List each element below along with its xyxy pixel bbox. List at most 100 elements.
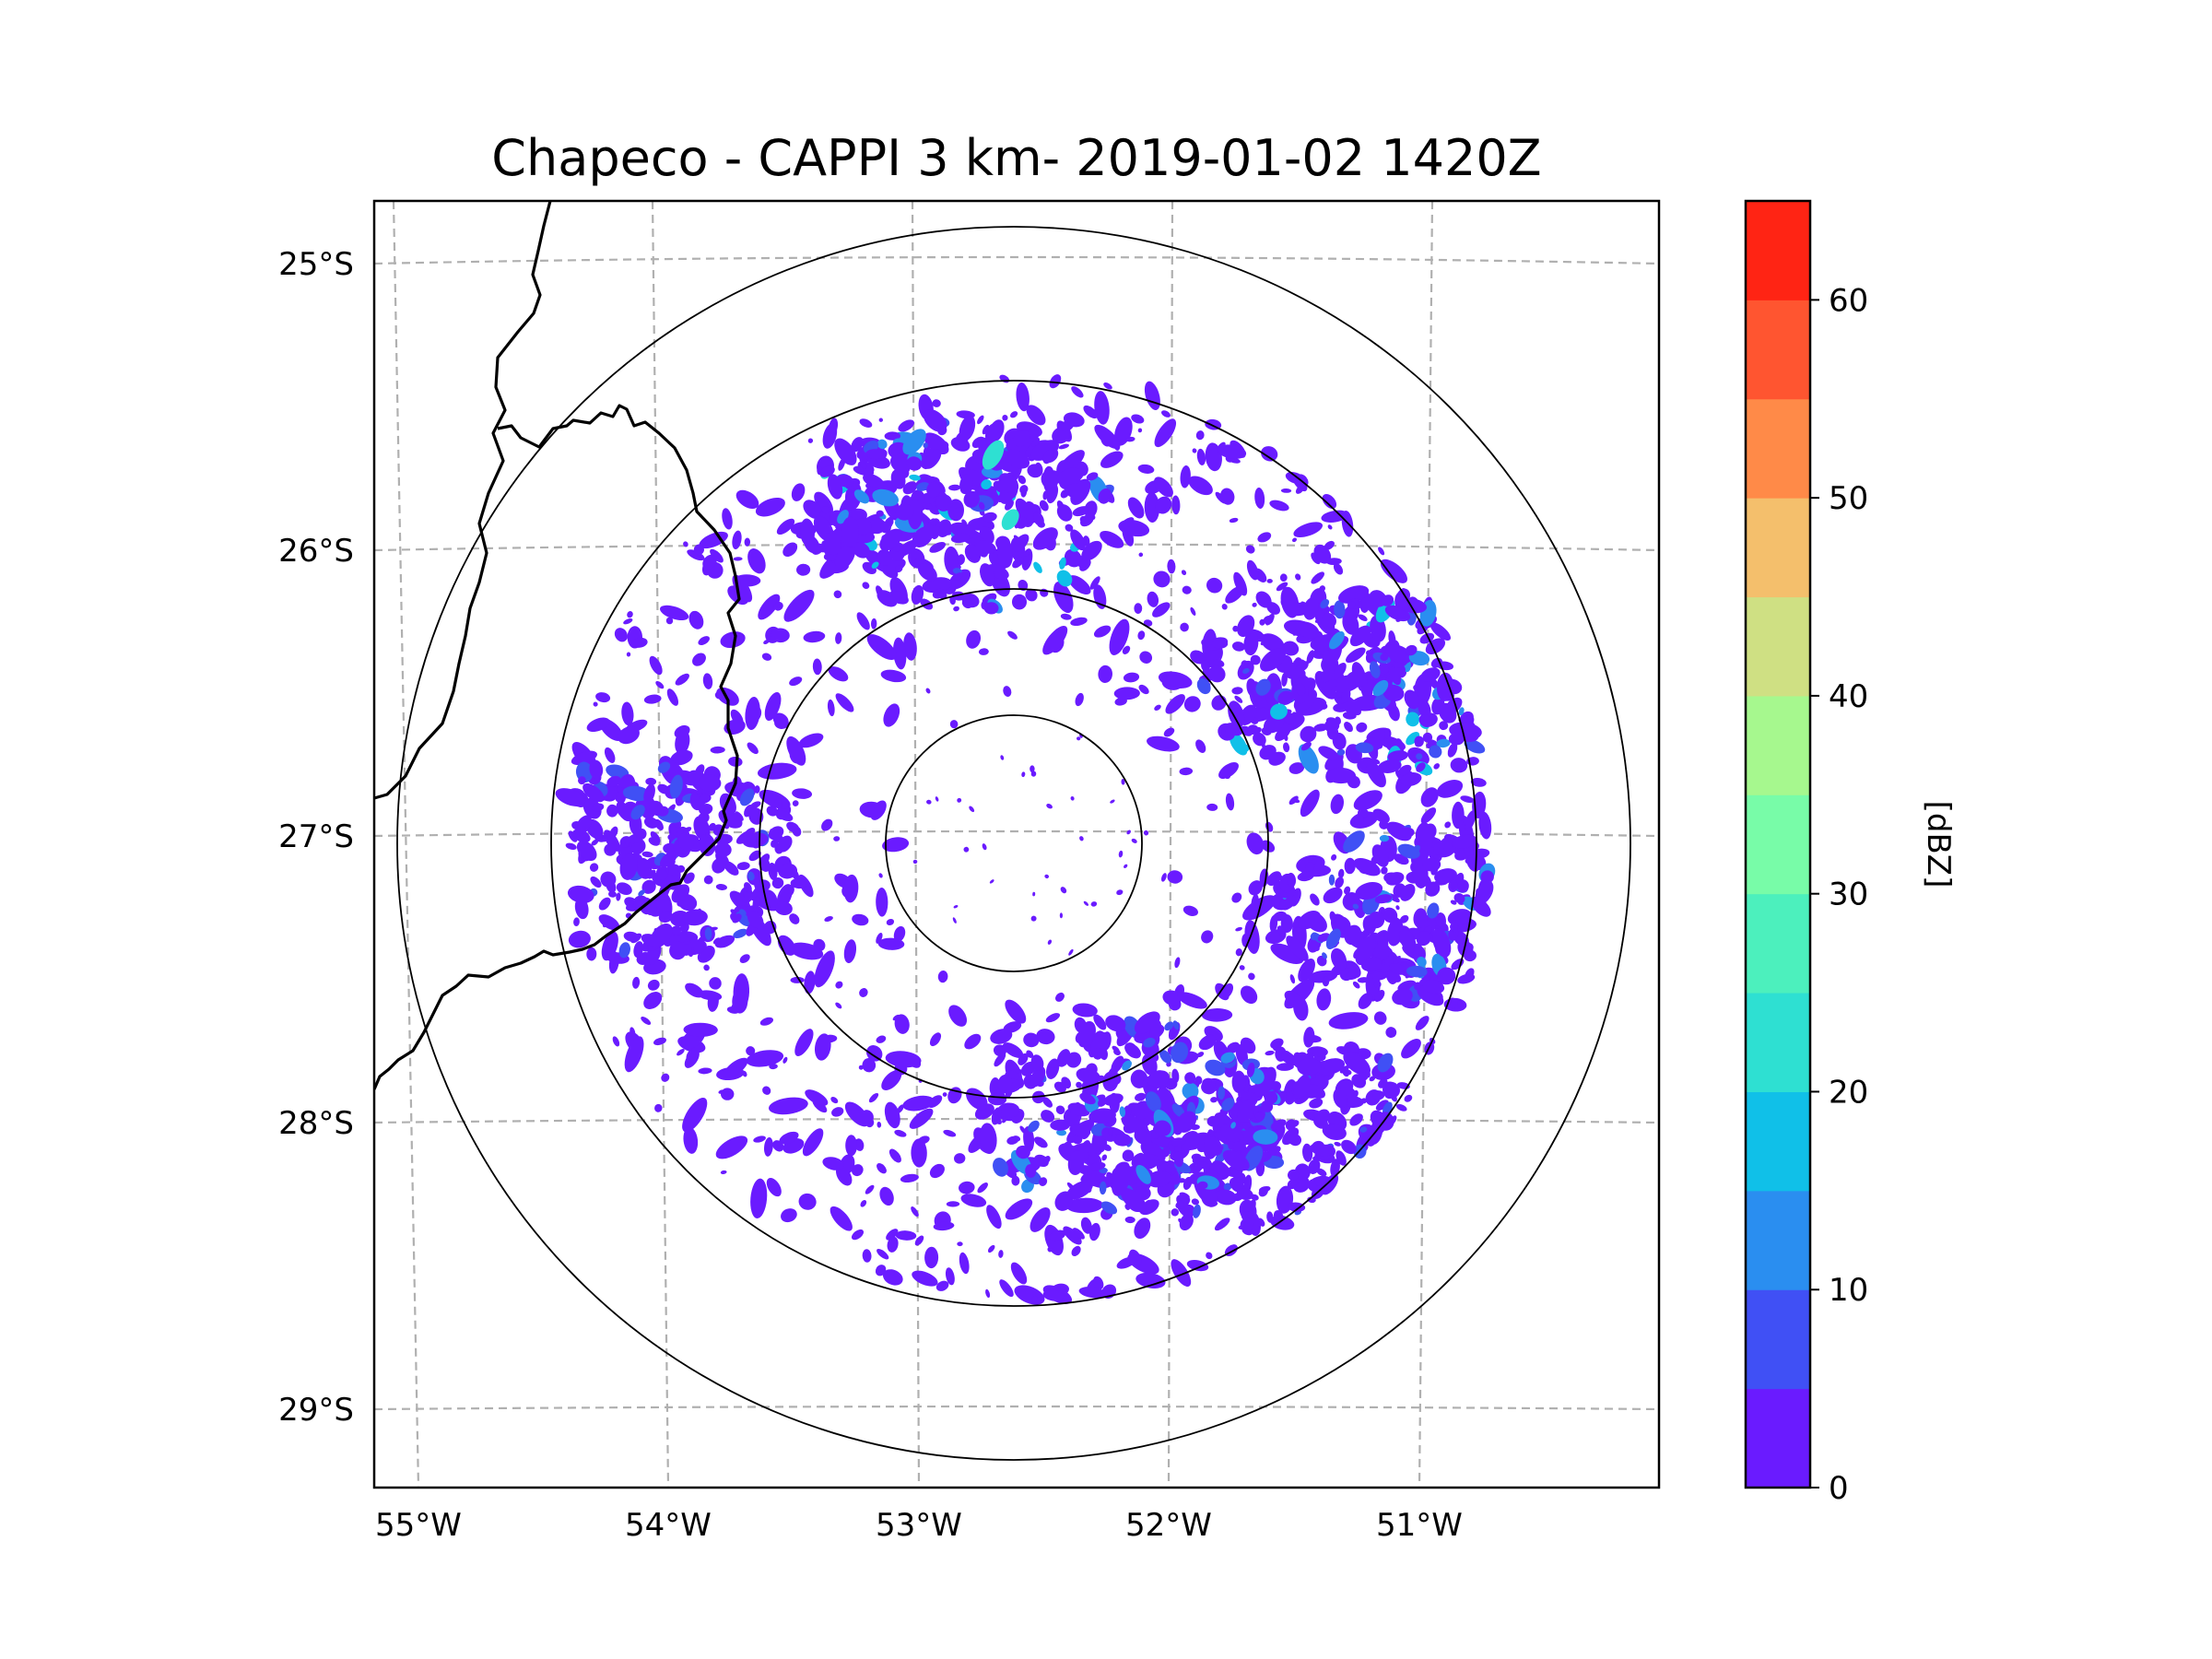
- echo-cell-north-band: [1070, 478, 1091, 505]
- echo-cell-southeast-cluster: [1341, 1139, 1357, 1155]
- echo-cell-north-band: [952, 507, 964, 519]
- echo-cell-north-band: [1079, 515, 1086, 523]
- echo-cell: [1094, 391, 1110, 425]
- echo-cell-northeast-cluster: [1196, 678, 1211, 695]
- echo-cell-northeast-cluster: [1433, 763, 1441, 770]
- echo-cell: [1192, 448, 1197, 453]
- echo-cell-north-band: [1098, 488, 1112, 504]
- echo-cell-northeast-cluster: [1318, 746, 1339, 760]
- echo-cell-north-band: [998, 473, 1019, 494]
- echo-cell-west-sector: [568, 830, 578, 842]
- echo-cell: [593, 701, 598, 707]
- echo-cell-west-sector: [698, 774, 722, 792]
- echo-cell: [929, 542, 947, 553]
- echo-cell: [1171, 1259, 1192, 1288]
- gridline-lon-55: [392, 201, 420, 1488]
- echo-cell: [821, 818, 833, 831]
- echo-cell: [926, 799, 932, 805]
- echo-cell-east-sector: [1273, 911, 1288, 922]
- echo-cell-north-band: [953, 606, 959, 612]
- echo-cell: [1058, 443, 1070, 450]
- echo-cell: [792, 800, 799, 806]
- echo-cell-south-band: [1159, 1049, 1172, 1064]
- echo-cell: [670, 749, 693, 766]
- echo-cell-south-band: [1041, 1097, 1053, 1108]
- echo-cell-northeast-cluster: [1349, 625, 1371, 647]
- echo-cell: [623, 618, 633, 625]
- echo-cell: [835, 1165, 853, 1186]
- echo-cell-northeast-cluster: [1207, 665, 1226, 683]
- echo-cell: [1137, 464, 1155, 474]
- echo-cell-north-band: [1042, 449, 1054, 465]
- echo-cell: [924, 1246, 939, 1269]
- echo-cell-south-band: [1176, 1111, 1197, 1133]
- echo-cell-south-band: [1041, 1110, 1055, 1123]
- colorbar-band-45: [1746, 498, 1810, 598]
- echo-cell: [1147, 594, 1156, 606]
- echo-cell-west-sector: [778, 863, 798, 879]
- echo-cell: [1165, 694, 1185, 714]
- echo-cell-southeast-cluster: [1378, 1078, 1388, 1088]
- echo-cell-south-band: [1143, 1037, 1156, 1048]
- echo-cell-west-sector: [619, 853, 638, 880]
- echo-cell: [1021, 771, 1026, 778]
- echo-cell-north-band: [1060, 488, 1069, 499]
- echo-cell-north-band: [1005, 500, 1014, 511]
- echo-cell: [885, 1051, 922, 1068]
- echo-cell-northeast-cluster: [1438, 702, 1457, 724]
- echo-cell-south-band: [1104, 1206, 1112, 1214]
- echo-cell-northeast-cluster: [1422, 732, 1433, 743]
- echo-cell: [802, 1128, 824, 1157]
- echo-cell-northeast-cluster: [1277, 690, 1294, 705]
- colorbar-band-25: [1746, 893, 1810, 994]
- echo-cell-south-band: [1134, 1011, 1160, 1034]
- echo-cell-south-band: [1237, 1099, 1255, 1123]
- echo-cell: [964, 1033, 982, 1050]
- echo-cell: [709, 977, 722, 990]
- echo-cell: [877, 1122, 882, 1128]
- echo-cell-south-band: [1205, 1059, 1226, 1077]
- echo-cell-northeast-cluster: [1293, 659, 1307, 668]
- echo-cell: [1162, 990, 1182, 1006]
- echo-cell-west-sector: [618, 942, 630, 959]
- echo-cell: [982, 424, 990, 435]
- echo-cell-north-band: [880, 521, 891, 534]
- echo-cell-north-band: [1035, 462, 1043, 475]
- echo-cell-west-sector: [752, 896, 760, 910]
- echo-cell: [1321, 510, 1349, 523]
- echo-cell-east-sector: [1406, 965, 1428, 978]
- echo-cell-northeast-cluster: [1382, 684, 1405, 702]
- echo-cell-east-sector: [1352, 903, 1359, 910]
- echo-cell: [1075, 692, 1084, 707]
- echo-cell-north-band: [916, 482, 930, 491]
- echo-cell: [720, 1170, 727, 1174]
- echo-cell: [1201, 1007, 1233, 1022]
- echo-cell: [1254, 488, 1265, 509]
- echo-cell-northeast-cluster: [1213, 659, 1225, 667]
- echo-cell: [1063, 1226, 1082, 1245]
- echo-cell: [1093, 1276, 1104, 1290]
- echo-cell: [1128, 1249, 1142, 1267]
- echo-cell-south-band: [1119, 1106, 1126, 1117]
- echo-cell: [1310, 893, 1320, 906]
- echo-cell-northeast-cluster: [1436, 738, 1451, 748]
- echo-cell: [1183, 696, 1201, 712]
- lat-axis-labels: 25°S 26°S 27°S 28°S 29°S: [278, 246, 354, 1429]
- echo-cell-northeast-cluster: [1218, 727, 1226, 737]
- echo-cell-south-band: [1201, 1189, 1218, 1207]
- echo-cell-southeast-cluster: [1305, 1052, 1314, 1061]
- echo-cell: [761, 653, 772, 661]
- echo-cell-north-band: [800, 518, 815, 547]
- echo-cell-north-band: [1056, 570, 1073, 587]
- echo-cell: [1303, 1034, 1322, 1043]
- echo-cell: [1047, 1246, 1053, 1253]
- echo-cell-northeast-cluster: [1387, 750, 1408, 762]
- echo-cell: [851, 1229, 865, 1241]
- echo-cell: [782, 1056, 788, 1064]
- echo-cell: [959, 1252, 970, 1275]
- echo-cell: [999, 1279, 1014, 1298]
- echo-cell: [1153, 571, 1171, 588]
- echo-cell: [812, 658, 822, 676]
- colorbar-tick-label: 30: [1829, 877, 1868, 913]
- gridline-lon-54: [651, 201, 670, 1488]
